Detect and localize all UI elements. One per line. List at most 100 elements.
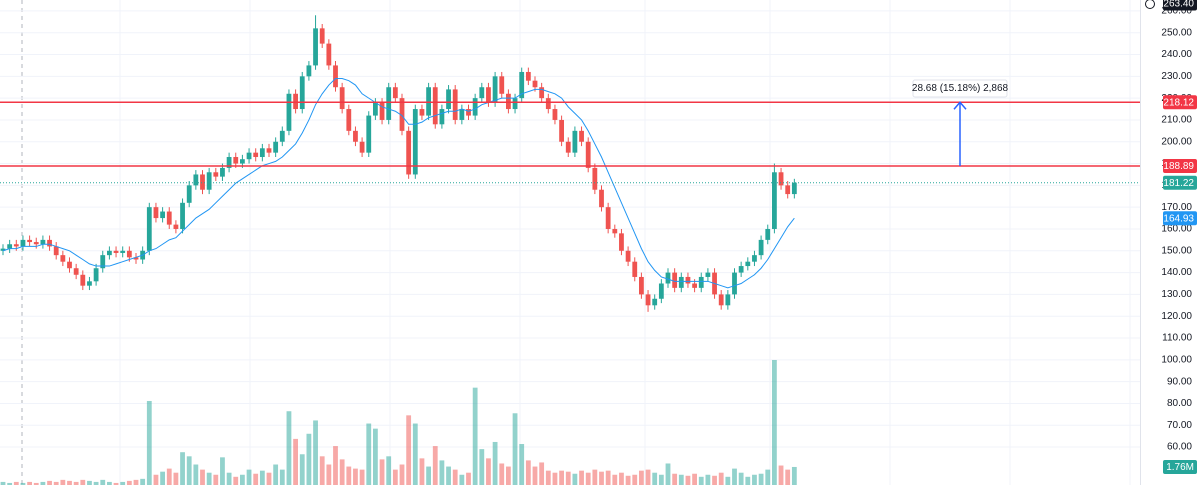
volume-bar [645, 469, 651, 485]
volume-bar [27, 481, 32, 485]
hline-price-label: 188.89 [1163, 161, 1194, 172]
volume-bar [339, 459, 345, 485]
candle-body [639, 276, 644, 295]
candle-body [486, 87, 491, 103]
volume-bar [299, 454, 305, 485]
candle-body [373, 102, 378, 116]
y-tick-label: 210.00 [1161, 115, 1192, 126]
volume-bar [353, 468, 358, 485]
candle-body [0, 248, 6, 251]
candle-body [432, 87, 438, 125]
measure-label-box [912, 79, 1008, 98]
volume-bar [87, 480, 92, 485]
volume-bar [426, 466, 431, 485]
volume-bar [479, 449, 485, 485]
volume-bar [652, 472, 658, 485]
candle-body [366, 115, 372, 153]
volume-bar [559, 470, 564, 485]
candle-body [552, 109, 558, 120]
candle-body [13, 244, 19, 247]
y-tick-label: 150.00 [1161, 245, 1192, 256]
volume-bar [512, 413, 518, 485]
candle-body [678, 276, 684, 288]
candle-body [253, 152, 259, 158]
candle-body [146, 207, 152, 251]
y-tick-label: 160.00 [1161, 224, 1192, 235]
candle-body [499, 76, 505, 94]
volume-bar [113, 482, 119, 485]
volume-bar [472, 387, 478, 485]
candle-body [326, 43, 332, 66]
settings-icon[interactable] [1145, 0, 1155, 9]
candle-body [752, 255, 757, 262]
volume-bar [0, 481, 6, 485]
measure-label: 28.68 (15.18%) 2,868 [912, 83, 1009, 94]
candle-body [293, 93, 298, 110]
candle-body [658, 283, 664, 299]
volume-bar [585, 472, 591, 485]
candle-body [605, 207, 611, 229]
volume-bar [678, 474, 684, 485]
candle-body [539, 87, 545, 99]
volume-bar [220, 457, 225, 485]
volume-bar [279, 469, 285, 485]
volume-bar [173, 472, 179, 485]
volume-bar [293, 438, 298, 485]
volume-bar [13, 481, 19, 485]
candle-body [107, 250, 112, 256]
candle-body [718, 294, 724, 306]
candle-body [665, 272, 671, 284]
volume-bar [619, 472, 624, 485]
candle-body [160, 211, 165, 219]
volume-bar [732, 468, 737, 485]
candle-body [273, 141, 279, 153]
volume-bar [286, 411, 292, 485]
candle-body [466, 109, 471, 116]
volume-bar [7, 482, 13, 485]
volume-bar [506, 466, 511, 485]
volume-bar [166, 468, 172, 485]
volume-label-box [1163, 459, 1197, 474]
candle-body [299, 76, 305, 110]
candle-body [758, 239, 764, 256]
candle-body [632, 261, 638, 277]
y-tick-label: 250.00 [1161, 27, 1192, 38]
volume-bar [266, 472, 272, 485]
candle-body [525, 71, 531, 81]
volume-bar [306, 433, 312, 485]
volume-bar [40, 481, 46, 485]
volume-bar [452, 469, 458, 485]
candle-body [585, 141, 591, 168]
candle-body [492, 76, 498, 103]
candle-body [705, 272, 711, 277]
volume-bar [412, 423, 418, 485]
crosshair-label-box [1163, 0, 1197, 11]
volume-bar [326, 464, 332, 485]
volume-bar [632, 474, 638, 485]
candle-body [67, 261, 72, 269]
candle-body [53, 246, 59, 256]
volume-bar [446, 466, 451, 485]
candle-body [412, 109, 418, 175]
candle-body [173, 224, 179, 229]
candle-body [612, 228, 618, 234]
candle-body [259, 148, 265, 158]
volume-bar [200, 469, 205, 485]
volume-bar [672, 473, 678, 485]
volume-bar [599, 471, 604, 485]
volume-bar [765, 469, 771, 485]
volume-bar [738, 472, 744, 485]
candle-body [100, 255, 106, 269]
candle-body [87, 281, 92, 286]
volume-bar [206, 472, 212, 485]
volume-bar [532, 466, 538, 485]
candle-body [645, 294, 651, 306]
candle-body [472, 98, 478, 116]
y-tick-label: 230.00 [1161, 71, 1192, 82]
candle-body [246, 152, 252, 160]
volume-bar [140, 478, 146, 485]
candle-body [240, 159, 245, 164]
candle-body [306, 65, 312, 77]
y-tick-label: 60.00 [1167, 442, 1192, 453]
